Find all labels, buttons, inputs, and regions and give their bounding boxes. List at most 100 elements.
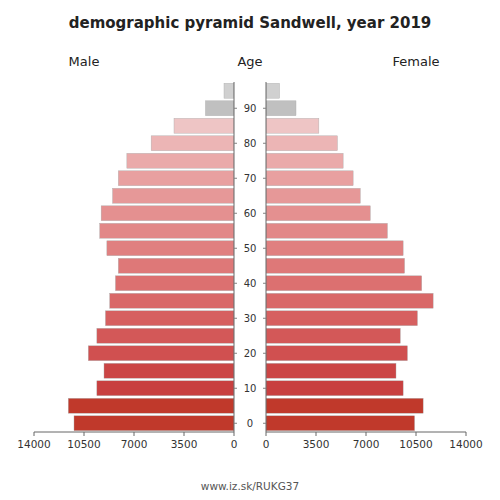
series-header: Female xyxy=(392,54,439,69)
x-tick xyxy=(34,432,35,436)
bar xyxy=(97,328,234,343)
bar xyxy=(118,258,234,273)
y-tick-label: 80 xyxy=(244,138,257,149)
x-tick xyxy=(266,432,267,436)
bar xyxy=(110,293,234,308)
y-tick-label: 60 xyxy=(244,208,257,219)
bar xyxy=(151,136,234,151)
y-tick-label: 70 xyxy=(244,173,257,184)
bar xyxy=(88,346,234,361)
series-header: Male xyxy=(69,54,100,69)
y-tick-label: 10 xyxy=(244,383,257,394)
bar xyxy=(104,363,234,378)
bar xyxy=(74,416,234,431)
center-axis-line xyxy=(266,82,267,432)
y-tick xyxy=(263,318,266,319)
y-tick-label: 40 xyxy=(244,278,257,289)
y-tick xyxy=(234,213,237,214)
bar xyxy=(266,363,396,378)
y-tick-label: 0 xyxy=(247,418,253,429)
y-tick xyxy=(234,388,237,389)
bar xyxy=(266,381,403,396)
bar xyxy=(101,206,234,221)
x-tick-label: 14000 xyxy=(449,438,482,450)
y-tick-label: 20 xyxy=(244,348,257,359)
y-tick xyxy=(234,283,237,284)
bar xyxy=(205,101,234,116)
y-tick xyxy=(234,353,237,354)
x-tick xyxy=(316,432,317,436)
axis-label: Age xyxy=(237,54,262,69)
y-tick-label: 90 xyxy=(244,103,257,114)
bar xyxy=(68,398,234,413)
x-tick-label: 10500 xyxy=(67,438,100,450)
bar xyxy=(118,171,234,186)
bar xyxy=(105,311,234,326)
bars-male xyxy=(68,83,234,430)
bar xyxy=(127,153,234,168)
x-tick-label: 0 xyxy=(263,438,270,450)
bar xyxy=(266,311,417,326)
center-axis-line xyxy=(234,82,235,432)
x-tick xyxy=(234,432,235,436)
x-tick xyxy=(366,432,367,436)
x-tick xyxy=(134,432,135,436)
x-tick-label: 3500 xyxy=(171,438,198,450)
x-tick xyxy=(184,432,185,436)
x-tick-label: 14000 xyxy=(17,438,50,450)
bar xyxy=(266,101,296,116)
bar xyxy=(266,346,407,361)
title: demographic pyramid Sandwell, year 2019 xyxy=(69,14,432,32)
bar xyxy=(97,381,234,396)
bar xyxy=(107,241,234,256)
y-tick xyxy=(234,318,237,319)
y-tick xyxy=(234,423,237,424)
bar xyxy=(266,293,433,308)
y-tick xyxy=(263,423,266,424)
y-tick xyxy=(263,143,266,144)
bar xyxy=(266,223,387,238)
x-tick xyxy=(416,432,417,436)
x-tick-label: 7000 xyxy=(121,438,148,450)
y-tick xyxy=(263,283,266,284)
bar xyxy=(266,206,370,221)
footnote: www.iz.sk/RUKG37 xyxy=(201,480,299,492)
bar xyxy=(266,118,319,133)
bar xyxy=(266,153,343,168)
bar xyxy=(266,171,353,186)
bar xyxy=(266,136,337,151)
chart: demographic pyramid Sandwell, year 2019 M… xyxy=(0,0,500,500)
y-tick-label: 50 xyxy=(244,243,257,254)
y-tick xyxy=(234,178,237,179)
bar xyxy=(266,258,405,273)
y-tick xyxy=(263,353,266,354)
x-tick-label: 7000 xyxy=(353,438,380,450)
bar xyxy=(224,83,234,98)
bar xyxy=(115,276,234,291)
x-tick xyxy=(466,432,467,436)
bar xyxy=(266,398,423,413)
bar xyxy=(266,188,360,203)
x-tick xyxy=(84,432,85,436)
x-tick-label: 0 xyxy=(231,438,238,450)
bar xyxy=(266,416,415,431)
y-tick xyxy=(234,108,237,109)
bar xyxy=(113,188,234,203)
bars-female xyxy=(266,83,433,430)
bar xyxy=(266,328,400,343)
bar xyxy=(266,83,280,98)
bar xyxy=(174,118,234,133)
x-tick-label: 3500 xyxy=(303,438,330,450)
y-tick xyxy=(263,178,266,179)
bar xyxy=(266,276,422,291)
bar xyxy=(266,241,403,256)
y-tick xyxy=(263,108,266,109)
y-tick xyxy=(263,248,266,249)
bar xyxy=(100,223,234,238)
y-tick xyxy=(234,143,237,144)
y-tick-label: 30 xyxy=(244,313,257,324)
x-tick-label: 10500 xyxy=(399,438,432,450)
y-tick xyxy=(263,388,266,389)
y-tick xyxy=(263,213,266,214)
y-tick xyxy=(234,248,237,249)
